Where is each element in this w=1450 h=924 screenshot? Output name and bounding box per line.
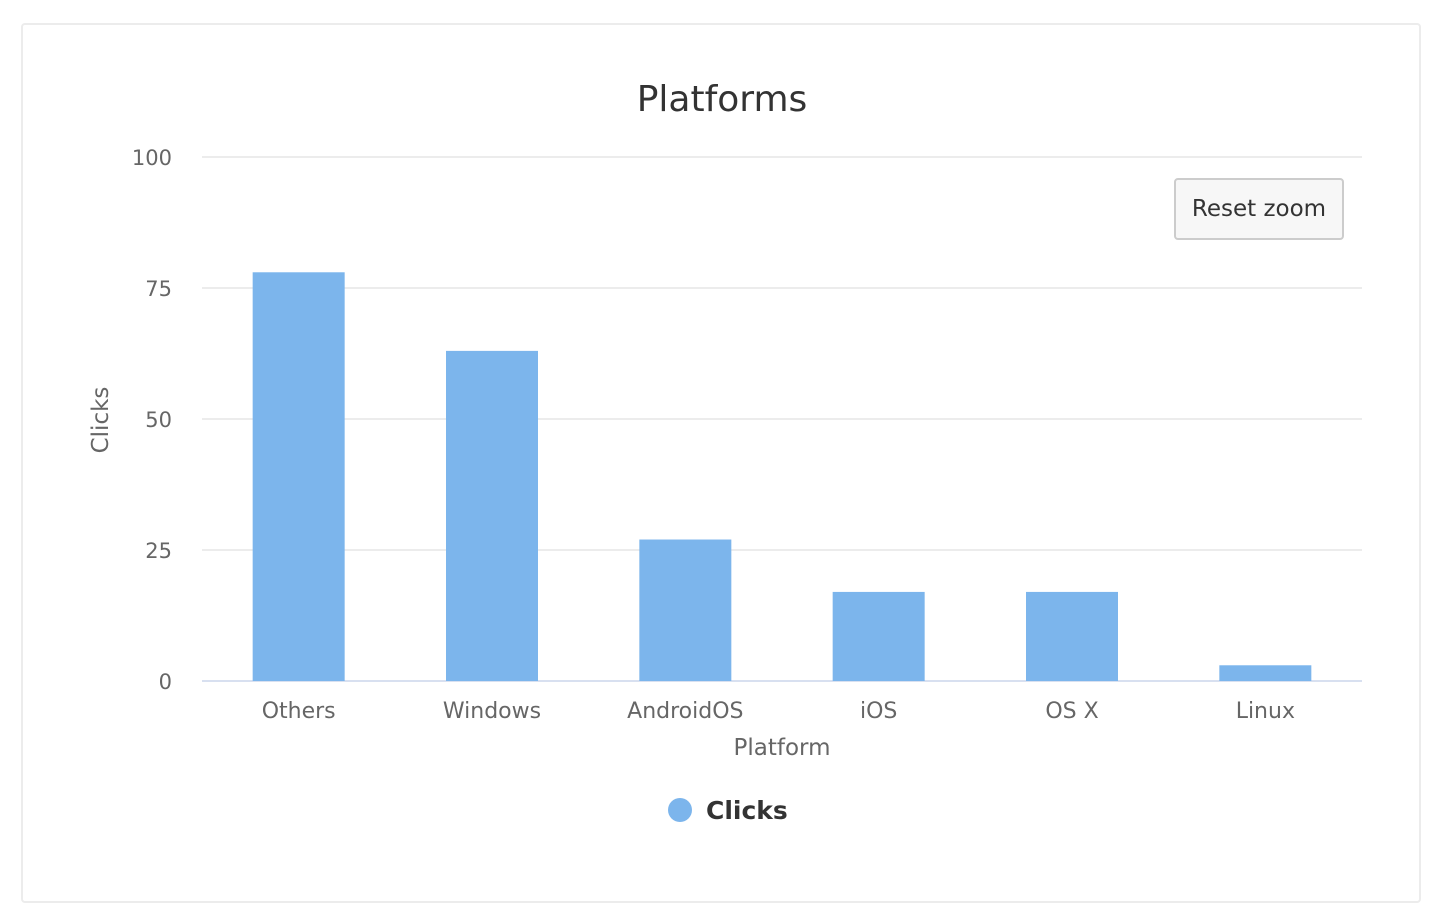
x-tick-label: OS X [1045,699,1098,724]
x-axis-ticks: Others Windows AndroidOS iOS OS X Linux [262,699,1295,724]
bar-windows[interactable] [446,350,538,681]
y-axis-title: Clicks [88,387,114,454]
x-tick-label: iOS [860,699,897,724]
bar-layer[interactable] [252,272,1312,681]
bar-os-x[interactable] [1026,591,1118,681]
y-tick-label: 100 [132,146,172,170]
y-tick-label: 50 [145,408,172,432]
x-axis-title: Platform [734,735,831,761]
x-tick-label: Linux [1236,699,1295,724]
legend-label: Clicks [706,796,788,825]
legend-item-clicks[interactable]: Clicks [668,796,788,825]
legend-swatch [668,798,692,822]
bar-linux[interactable] [1219,665,1312,681]
y-tick-label: 25 [145,539,172,563]
reset-zoom-button[interactable]: Reset zoom [1174,178,1344,240]
bar-others[interactable] [252,272,345,681]
chart-title: Platforms [637,79,808,120]
grid-layer [202,156,1362,682]
y-tick-label: 75 [145,277,172,301]
x-tick-label: AndroidOS [627,699,743,724]
x-tick-label: Others [262,699,336,724]
y-tick-label: 0 [159,670,172,694]
bar-androidos[interactable] [639,539,732,681]
x-tick-label: Windows [443,699,541,724]
bar-ios[interactable] [832,591,925,681]
y-axis-ticks: 0 25 50 75 100 [132,146,172,694]
